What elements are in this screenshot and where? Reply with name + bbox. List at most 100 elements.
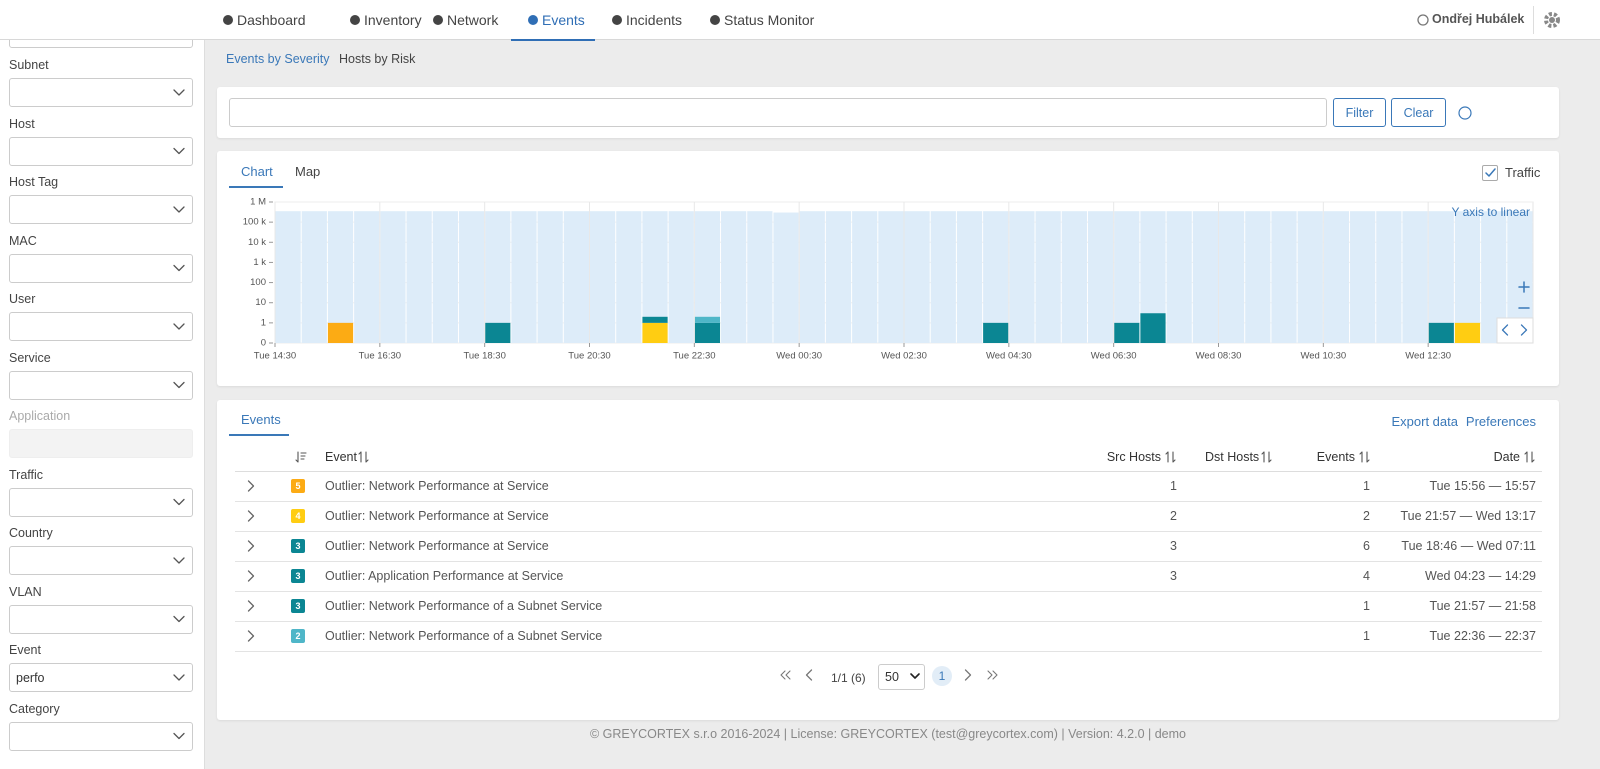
export-link[interactable]: Export data [1391,414,1459,429]
nav-item[interactable]: Inventory [364,12,422,28]
sidebar-cover [0,0,205,40]
src-hosts: 1 [1170,479,1177,493]
severity-badge [291,629,305,643]
nav-item[interactable]: Network [447,12,499,28]
filter-label: VLAN [9,584,42,599]
filter-label: Subnet [9,58,49,72]
column-header[interactable]: Events [1316,450,1355,464]
src-hosts: 2 [1170,509,1177,523]
severity-label: 4 [295,511,301,521]
column-header[interactable]: Dst Hosts [1205,450,1260,464]
event-count: 4 [1363,569,1370,583]
event-name[interactable]: Outlier: Network Performance at Service [325,539,549,553]
severity-badge [291,539,305,553]
event-name[interactable]: Outlier: Network Performance at Service [325,509,549,523]
checkbox-label[interactable]: Traffic [1505,165,1541,180]
filter-select[interactable] [9,546,193,575]
severity-label: 3 [295,601,301,611]
event-name[interactable]: Outlier: Application Performance at Serv… [325,569,564,583]
subtab[interactable]: Events by Severity [226,52,330,66]
filter-select[interactable] [9,253,193,283]
severity-label: 3 [295,541,301,551]
event-date: Tue 22:36 — 22:37 [1429,629,1536,643]
src-hosts: 3 [1170,569,1177,583]
pagination-status: 1/1 (6) [831,671,866,685]
nav-active-underline [511,39,595,41]
filter-select[interactable] [9,370,193,400]
event-count: 1 [1363,599,1370,613]
column-header[interactable]: Date [1493,450,1520,464]
preferences-link[interactable]: Preferences [1465,414,1536,429]
nav-item[interactable]: Events [542,12,585,28]
event-count: 1 [1363,479,1370,493]
chart-card [217,151,1559,386]
checkbox[interactable] [1482,165,1498,181]
filter-select[interactable] [9,195,193,224]
filter-select[interactable] [9,78,193,107]
severity-label: 2 [295,631,301,641]
severity-badge [291,479,305,493]
event-date: Tue 21:57 — 21:58 [1429,599,1536,613]
event-date: Tue 18:46 — Wed 07:11 [1401,539,1536,553]
filter-label: User [9,292,36,306]
button[interactable] [1333,98,1386,127]
filter-label: Traffic [9,467,44,482]
nav-item[interactable]: Dashboard [237,12,306,28]
event-date: Wed 04:23 — 14:29 [1425,569,1536,583]
query-input[interactable] [229,98,1327,127]
filter-value: perfo [16,670,45,685]
filter-label: Event [9,643,41,657]
filter-label: Application [9,409,71,423]
event-name[interactable]: Outlier: Network Performance of a Subnet… [325,629,603,643]
filter-label: Host Tag [9,175,59,189]
event-name[interactable]: Outlier: Network Performance of a Subnet… [325,599,603,613]
row-border [235,621,1542,622]
user-name[interactable]: Ondřej Hubálek [1432,12,1525,26]
top-nav [0,0,1600,40]
severity-badge [291,569,305,583]
filter-select[interactable] [9,604,193,634]
filter-label: Country [9,526,53,540]
filter-select[interactable] [9,136,193,166]
button-label[interactable]: Clear [1403,106,1434,120]
tab[interactable]: Chart [241,164,273,179]
subtab[interactable]: Hosts by Risk [339,52,416,66]
filter-select[interactable] [9,487,193,517]
severity-label: 5 [295,481,301,491]
nav-divider [1533,6,1534,34]
nav-item[interactable]: Status Monitor [724,12,815,28]
page-size-select[interactable] [878,664,925,690]
tab[interactable]: Events [241,412,281,427]
current-page[interactable] [932,666,952,686]
tab[interactable]: Map [295,164,321,179]
button[interactable] [1391,98,1446,127]
filter-select-disabled [9,429,193,458]
filter-select[interactable] [9,663,193,692]
row-border [235,591,1542,592]
tab-underline [229,186,283,188]
filter-select[interactable] [9,721,193,751]
row-border [235,501,1542,502]
filter-label: Category [9,701,60,716]
nav-item[interactable]: Incidents [626,12,683,28]
filter-select[interactable] [9,312,193,341]
filter-label: MAC [9,233,37,248]
src-hosts: 3 [1170,539,1177,553]
column-header[interactable]: Src Hosts [1106,450,1161,464]
severity-badge [291,509,305,523]
event-count: 6 [1363,539,1370,553]
page-number[interactable]: 1 [938,669,946,683]
event-date: Tue 15:56 — 15:57 [1429,479,1536,493]
event-name[interactable]: Outlier: Network Performance at Service [325,479,549,493]
column-header[interactable]: Event [325,450,357,464]
event-count: 1 [1363,629,1370,643]
tab-underline [229,434,289,436]
filter-label: Host [9,116,35,131]
button-label[interactable]: Filter [1345,106,1374,120]
event-count: 2 [1363,509,1370,523]
page-size[interactable]: 50 [885,670,899,684]
footer: © GREYCORTEX s.r.o 2016-2024 | License: … [590,727,1186,741]
row-border [235,531,1542,532]
